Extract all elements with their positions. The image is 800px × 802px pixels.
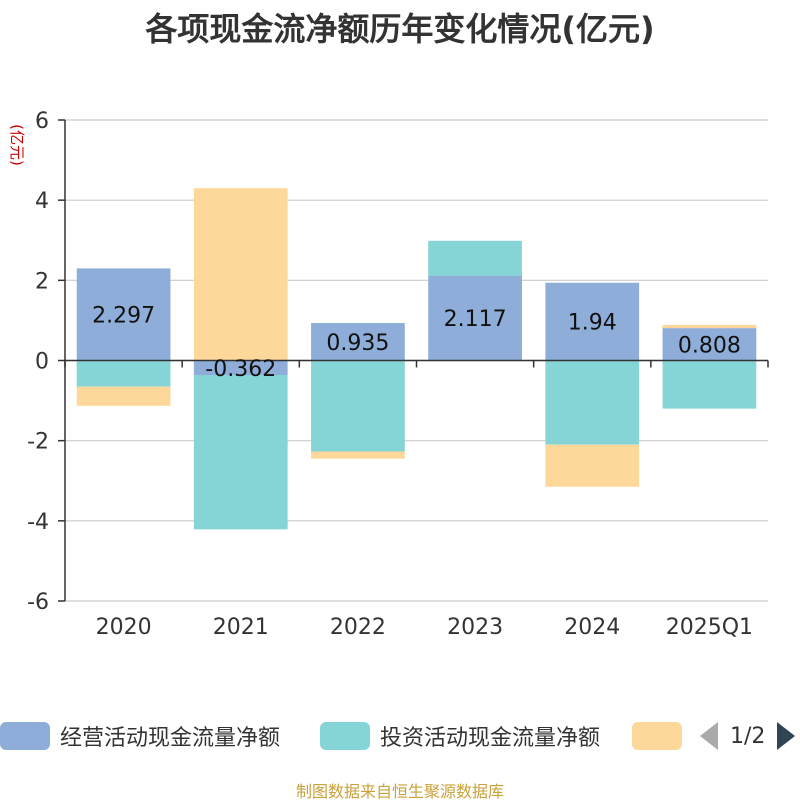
data-label-2022: 0.935 (326, 331, 389, 356)
x-tick-label-2024: 2024 (564, 615, 620, 640)
bar-financing-2024[interactable] (545, 444, 640, 487)
legend-item-operating[interactable]: 经营活动现金流量净额 (0, 716, 280, 756)
bar-operating-2025Q1[interactable] (662, 328, 757, 361)
y-tick-label: -2 (27, 430, 49, 455)
y-tick-label: 6 (35, 109, 49, 134)
bar-financing-2022[interactable] (311, 451, 405, 459)
bar-investing-2025Q1[interactable] (662, 360, 757, 409)
x-tick-label-2023: 2023 (447, 615, 503, 640)
y-tick-label: 0 (35, 350, 49, 375)
legend-label-investing: 投资活动现金流量净额 (380, 726, 601, 751)
legend-label-operating: 经营活动现金流量净额 (60, 726, 281, 751)
legend: 经营活动现金流量净额 投资活动现金流量净额 1/2 (0, 716, 800, 756)
legend-item-investing[interactable]: 投资活动现金流量净额 (320, 716, 600, 756)
axis-layer: -6 -4 -2 0 2 4 6 (亿元) 2020 2021 2022 2023 2024 2025Q1 (8, 109, 769, 640)
bar-investing-2022[interactable] (311, 360, 405, 452)
bar-investing-2024[interactable] (545, 360, 640, 445)
bar-financing-2020[interactable] (76, 386, 171, 406)
data-label-2020: 2.297 (92, 303, 155, 328)
legend-swatch-operating (0, 722, 50, 750)
bar-operating-2024[interactable] (545, 282, 640, 361)
legend-pager: 1/2 (700, 716, 796, 756)
bar-investing-2023[interactable] (428, 240, 522, 276)
x-tick-label-2025Q1: 2025Q1 (666, 615, 753, 640)
data-label-2024: 1.94 (568, 311, 617, 336)
bar-financing-2021[interactable] (193, 188, 288, 361)
bar-operating-2022[interactable] (311, 323, 405, 361)
data-label-layer: 2.297 -0.362 0.935 2.117 1.94 0.808 (92, 303, 741, 381)
legend-swatch-investing (320, 722, 370, 750)
bar-investing-2020[interactable] (76, 360, 171, 387)
y-tick-label: -6 (27, 590, 49, 615)
legend-swatch-financing (632, 722, 682, 750)
bar-financing-2025Q1[interactable] (662, 324, 757, 329)
data-label-2021: -0.362 (205, 357, 276, 382)
x-tick-label-2022: 2022 (330, 615, 386, 640)
bar-operating-2023[interactable] (428, 275, 522, 361)
bar-operating-2020[interactable] (76, 268, 171, 361)
x-tick-label-2021: 2021 (213, 615, 269, 640)
y-tick-label: -4 (27, 510, 49, 535)
source-note: 制图数据来自恒生聚源数据库 (295, 782, 504, 801)
pager-text: 1/2 (730, 723, 766, 749)
legend-item-financing[interactable] (632, 716, 682, 756)
y-tick-label: 4 (35, 189, 49, 214)
chart-title: 各项现金流净额历年变化情况(亿元) (145, 10, 655, 48)
y-tick-label: 2 (35, 269, 49, 294)
data-label-2023: 2.117 (444, 307, 507, 332)
bar-operating-2021[interactable] (193, 360, 288, 376)
y-axis-label: (亿元) (8, 124, 26, 166)
pager-next-arrow-icon[interactable] (777, 722, 796, 750)
bar-investing-2021[interactable] (193, 375, 288, 530)
pager-prev-arrow-icon[interactable] (700, 722, 718, 750)
bar-layer (76, 188, 757, 530)
x-tick-label-2020: 2020 (96, 615, 152, 640)
data-label-2025Q1: 0.808 (678, 333, 741, 358)
